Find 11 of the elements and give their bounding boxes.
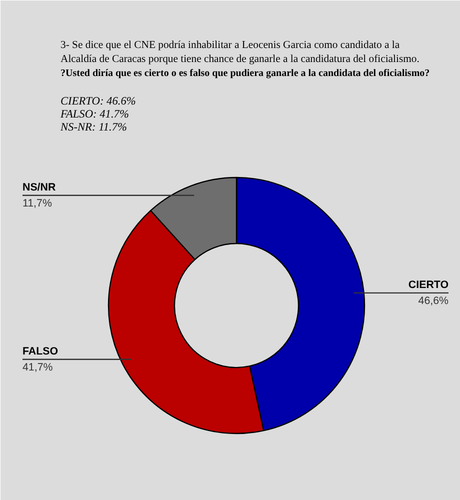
slice-label: NS/NR: [22, 181, 56, 194]
text: FALSO: 41.7%: [60, 108, 129, 120]
slice-label: FALSO: [22, 345, 58, 358]
chart-title: 3- Se dice que el CNE podría inhabilitar a Leocenis Garcia como candidato a la Alcaldía de Caracas porque tiene chance de ganarle a la candidatura del oficialismo.: [60, 40, 420, 65]
text: CIERTO: 46.6%: [60, 96, 136, 108]
slice-label: CIERTO: [408, 278, 449, 291]
data-label: 46,6%: [418, 294, 450, 307]
data-label: 41,7%: [22, 361, 54, 374]
chart-subtitle: ?Usted diría que es cierto o es falso que pudiera ganarle a la candidata del oficialismo?: [60, 68, 430, 79]
data-label: 11,7%: [22, 197, 52, 210]
text: NS-NR: 11.7%: [60, 122, 127, 134]
